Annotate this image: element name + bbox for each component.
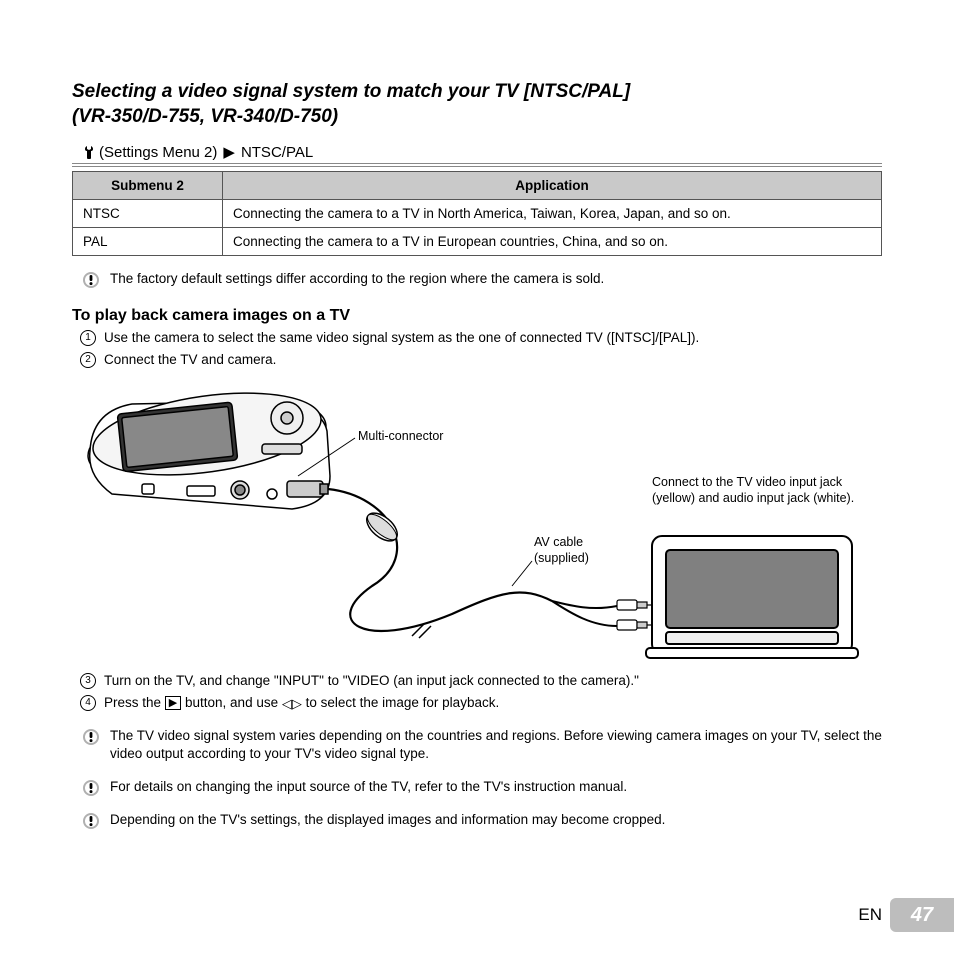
footer-lang: EN (858, 905, 882, 925)
caution-icon (82, 779, 100, 797)
note-text: The factory default settings differ acco… (110, 270, 604, 288)
table-cell: PAL (73, 228, 223, 256)
diagram-svg (72, 376, 882, 666)
table-row: NTSC Connecting the camera to a TV in No… (73, 200, 882, 228)
note-signal-system: The TV video signal system varies depend… (82, 727, 882, 763)
caution-icon (82, 812, 100, 830)
caution-icon (82, 271, 100, 289)
step-number-icon: 2 (80, 352, 96, 368)
step-number-icon: 1 (80, 330, 96, 346)
breadcrumb-arrow-icon: ▶ (223, 143, 235, 161)
left-right-arrows-icon: ◁▷ (282, 696, 302, 711)
label-av-supplied: (supplied) (534, 551, 589, 565)
connection-diagram: Multi-connector AV cable (supplied) Conn… (72, 376, 882, 666)
note-factory-default: The factory default settings differ acco… (82, 270, 882, 289)
table-cell: NTSC (73, 200, 223, 228)
step-1: 1 Use the camera to select the same vide… (80, 329, 882, 348)
page-title: Selecting a video signal system to match… (72, 80, 882, 129)
title-line-2: (VR-350/D-755, VR-340/D-750) (72, 106, 338, 127)
step-4-part-c: to select the image for playback. (306, 695, 500, 710)
wrench-icon (84, 144, 95, 160)
note-text: The TV video signal system varies depend… (110, 727, 882, 763)
step-text: Turn on the TV, and change "INPUT" to "V… (104, 672, 639, 691)
label-multi-connector: Multi-connector (358, 428, 443, 444)
playback-button-icon: ▶ (165, 696, 181, 710)
step-2: 2 Connect the TV and camera. (80, 351, 882, 370)
caution-icon (82, 728, 100, 746)
step-text: Connect the TV and camera. (104, 351, 276, 370)
table-row: PAL Connecting the camera to a TV in Eur… (73, 228, 882, 256)
step-text: Press the ▶ button, and use ◁▷ to select… (104, 694, 499, 713)
breadcrumb: (Settings Menu 2) ▶ NTSC/PAL (72, 143, 882, 167)
label-av-cable: AV cable (534, 535, 583, 549)
settings-table: Submenu 2 Application NTSC Connecting th… (72, 171, 882, 256)
step-3: 3 Turn on the TV, and change "INPUT" to … (80, 672, 882, 691)
step-number-icon: 3 (80, 673, 96, 689)
table-cell: Connecting the camera to a TV in Europea… (223, 228, 882, 256)
subheading-playback: To play back camera images on a TV (72, 307, 882, 325)
note-cropped: Depending on the TV's settings, the disp… (82, 811, 882, 830)
title-line-1: Selecting a video signal system to match… (72, 81, 630, 102)
table-cell: Connecting the camera to a TV in North A… (223, 200, 882, 228)
note-text: Depending on the TV's settings, the disp… (110, 811, 665, 829)
page-footer: EN 47 (858, 898, 954, 932)
note-text: For details on changing the input source… (110, 778, 627, 796)
breadcrumb-item: NTSC/PAL (241, 144, 313, 161)
step-4: 4 Press the ▶ button, and use ◁▷ to sele… (80, 694, 882, 713)
footer-page-number: 47 (890, 898, 954, 932)
table-header-row: Submenu 2 Application (73, 172, 882, 200)
step-4-part-a: Press the (104, 695, 165, 710)
step-text: Use the camera to select the same video … (104, 329, 699, 348)
note-input-source: For details on changing the input source… (82, 778, 882, 797)
table-header-submenu: Submenu 2 (73, 172, 223, 200)
label-tv-note: Connect to the TV video input jack (yell… (652, 474, 862, 507)
table-header-application: Application (223, 172, 882, 200)
breadcrumb-menu: (Settings Menu 2) (99, 144, 217, 161)
step-number-icon: 4 (80, 695, 96, 711)
step-4-part-b: button, and use (185, 695, 282, 710)
